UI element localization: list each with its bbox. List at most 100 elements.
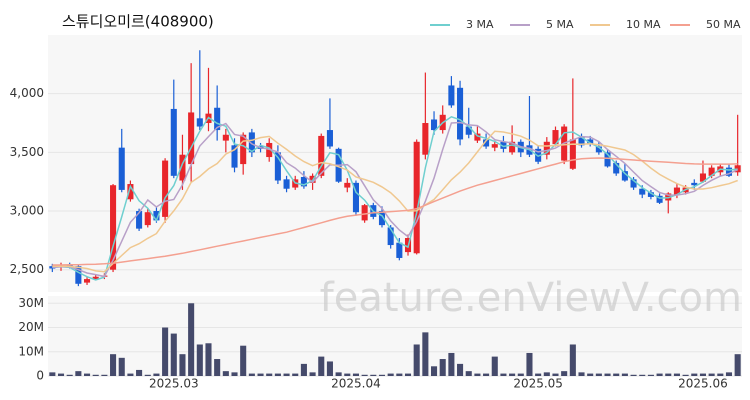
volume-bar <box>222 371 229 376</box>
candle-body <box>708 167 715 176</box>
price-panel <box>48 35 742 292</box>
volume-bar <box>587 373 594 376</box>
candle-body <box>569 139 576 169</box>
candle-body <box>110 185 117 270</box>
volume-bar <box>292 373 299 376</box>
ma-line <box>52 121 739 278</box>
candle-body <box>196 118 203 127</box>
volume-bar <box>153 373 160 376</box>
volume-bar <box>283 373 290 376</box>
candle-body <box>578 137 585 146</box>
volume-bar <box>457 363 464 376</box>
volume-bar <box>483 373 490 376</box>
volume-bar <box>344 373 351 376</box>
volume-bar <box>214 359 221 376</box>
volume-bar <box>613 373 620 376</box>
legend-label: 50 MA <box>706 18 741 31</box>
x-tick-label: 2025.04 <box>331 377 381 391</box>
volume-bar <box>274 373 281 376</box>
candle-body <box>630 179 637 188</box>
volume-bar <box>413 344 420 376</box>
volume-bar <box>630 374 637 376</box>
candle-body <box>240 134 247 165</box>
volume-bar <box>474 373 481 376</box>
volume-bar <box>352 373 359 376</box>
candle-body <box>248 132 255 153</box>
volume-bar <box>691 373 698 376</box>
volume-bar <box>248 373 255 376</box>
candle-body <box>378 211 386 226</box>
y-tick-label: 20M <box>18 320 44 334</box>
chart-title: 스튜디오미르(408900) <box>62 13 214 31</box>
candle-body <box>595 146 602 153</box>
volume-bar <box>179 354 186 376</box>
legend-label: 10 MA <box>626 18 661 31</box>
volume-bar <box>561 371 568 376</box>
volume-bar <box>370 374 377 376</box>
candle-body <box>283 179 290 189</box>
volume-bar <box>439 359 446 376</box>
candle-body <box>170 108 177 176</box>
candle-body <box>613 162 620 174</box>
x-tick-label: 2025.06 <box>678 377 728 391</box>
volume-bar <box>500 373 507 376</box>
volume-bar <box>717 373 724 376</box>
volume-bar <box>84 373 91 376</box>
volume-bar <box>543 372 550 376</box>
volume-bar <box>448 352 455 376</box>
candle-body <box>162 160 169 217</box>
volume-bar <box>509 373 516 376</box>
candle-body <box>535 148 542 162</box>
volume-bar <box>361 374 368 376</box>
volume-bar <box>257 373 264 376</box>
candle-body <box>92 276 99 280</box>
volume-bar <box>118 357 125 376</box>
candle-body <box>483 139 490 147</box>
candle-body <box>422 123 429 155</box>
volume-bar <box>682 374 689 376</box>
candle-body <box>656 195 663 203</box>
candle-body <box>318 135 325 176</box>
candle-body <box>144 212 151 226</box>
candle-body <box>500 141 507 149</box>
y-tick-label: 3,500 <box>10 145 44 159</box>
candle-body <box>673 187 680 195</box>
candle-body <box>431 119 438 131</box>
candle-body <box>639 188 646 195</box>
volume-bar <box>326 361 333 376</box>
volume-bar <box>595 373 602 376</box>
y-tick-label: 0 <box>36 369 44 383</box>
volume-bar <box>673 373 680 376</box>
y-tick-label: 4,000 <box>10 86 44 100</box>
volume-bar <box>127 373 134 376</box>
volume-bar <box>75 371 82 376</box>
candle-body <box>387 227 394 246</box>
volume-bar <box>604 373 611 376</box>
legend-label: 3 MA <box>466 18 494 31</box>
volume-bar <box>335 372 342 376</box>
candle-body <box>344 182 351 188</box>
volume-bar <box>396 373 403 376</box>
candle-body <box>84 279 91 283</box>
watermark: feature.enViewV.com <box>320 275 742 321</box>
candle-body <box>300 176 307 187</box>
volume-bar <box>725 372 733 376</box>
volume-bar <box>387 373 394 376</box>
candle-body <box>725 167 733 176</box>
volume-bar <box>170 333 177 376</box>
volume-bar <box>300 363 307 376</box>
candle-body <box>214 107 221 131</box>
volume-bar <box>431 366 438 376</box>
legend-label: 5 MA <box>546 18 574 31</box>
ma-line <box>52 115 738 281</box>
candle-body <box>665 193 672 201</box>
volume-bar <box>66 374 73 376</box>
candle-body <box>543 141 550 155</box>
candle-body <box>274 152 281 181</box>
candle-body <box>222 134 229 141</box>
candle-body <box>604 152 611 167</box>
candle-body <box>396 242 403 258</box>
candle-body <box>118 147 125 190</box>
y-tick-label: 30M <box>18 296 44 310</box>
